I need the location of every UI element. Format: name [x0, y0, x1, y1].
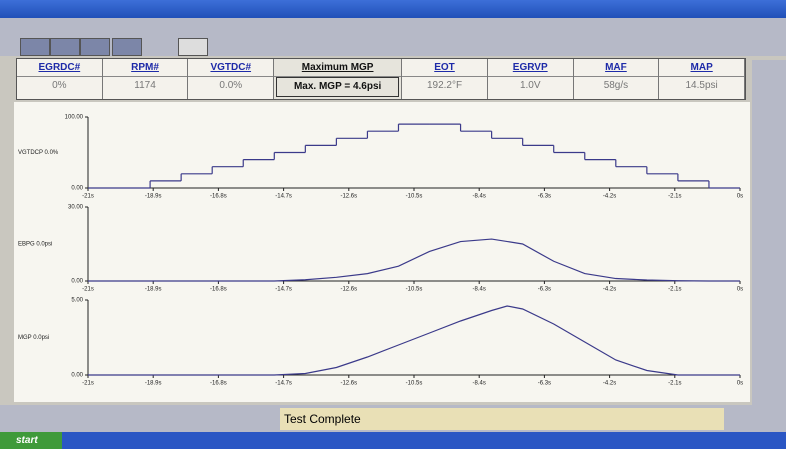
- series-label: MGP 0.0psi: [18, 335, 49, 341]
- parameter-value: 1.0V: [488, 77, 573, 95]
- y-tick-label: 30.00: [68, 205, 84, 211]
- side-panel: [752, 60, 786, 405]
- x-tick-label: -12.6s: [340, 381, 357, 387]
- x-tick-label: -8.4s: [473, 194, 486, 200]
- parameter-value: Max. MGP = 4.6psi: [276, 77, 399, 97]
- toolbar-button[interactable]: [50, 38, 80, 56]
- x-tick-label: -12.6s: [340, 287, 357, 293]
- x-tick-label: -6.3s: [538, 194, 551, 200]
- plot-area: 0.00 100.00 -21s -18.9s -16.8s -14.7s -12.6s -1…: [14, 102, 750, 402]
- series-label: VGTDCP 0.0%: [18, 150, 59, 156]
- y-tick-label: 0.00: [71, 373, 83, 379]
- toolbar-button[interactable]: [20, 38, 50, 56]
- charts: 0.00 100.00 -21s -18.9s -16.8s -14.7s -12.6s -1…: [14, 102, 750, 402]
- x-tick-label: -8.4s: [473, 287, 486, 293]
- taskbar: [0, 432, 786, 449]
- parameter-value: 0%: [17, 77, 102, 95]
- parameter-value: 58g/s: [574, 77, 659, 95]
- x-tick-label: -14.7s: [275, 287, 292, 293]
- x-tick-label: -21s: [82, 287, 94, 293]
- x-tick-label: -10.5s: [406, 287, 423, 293]
- y-tick-label: 0.00: [71, 186, 83, 192]
- x-tick-label: -8.4s: [473, 381, 486, 387]
- x-tick-label: -6.3s: [538, 287, 551, 293]
- title-bar: [0, 0, 786, 18]
- y-tick-label: 5.00: [71, 298, 83, 304]
- x-tick-label: -2.1s: [668, 381, 681, 387]
- parameter-label[interactable]: MAP: [659, 59, 744, 77]
- start-button[interactable]: start: [0, 432, 62, 449]
- x-tick-label: -14.7s: [275, 194, 292, 200]
- x-tick-label: 0s: [737, 287, 743, 293]
- toolbar-button[interactable]: [178, 38, 208, 56]
- parameter-label[interactable]: EGRDC#: [17, 59, 102, 77]
- parameter-label[interactable]: MAF: [574, 59, 659, 77]
- parameter-value: 14.5psi: [659, 77, 744, 95]
- parameter-label[interactable]: Maximum MGP: [274, 59, 401, 77]
- toolbar-button[interactable]: [80, 38, 110, 56]
- x-tick-label: -16.8s: [210, 287, 227, 293]
- x-tick-label: 0s: [737, 381, 743, 387]
- x-tick-label: -10.5s: [406, 381, 423, 387]
- parameter-label[interactable]: EOT: [402, 59, 487, 77]
- parameter-label[interactable]: VGTDC#: [188, 59, 273, 77]
- parameter-cell: VGTDC#0.0%: [188, 59, 274, 99]
- x-tick-label: -18.9s: [145, 381, 162, 387]
- series-line: [88, 239, 740, 281]
- x-tick-label: -2.1s: [668, 194, 681, 200]
- parameter-label[interactable]: EGRVP: [488, 59, 573, 77]
- parameter-value: 192.2°F: [402, 77, 487, 95]
- toolbar-button[interactable]: [112, 38, 142, 56]
- parameter-label[interactable]: RPM#: [103, 59, 188, 77]
- x-tick-label: -21s: [82, 194, 94, 200]
- parameter-cell: EGRDC#0%: [17, 59, 103, 99]
- x-tick-label: -6.3s: [538, 381, 551, 387]
- x-tick-label: -21s: [82, 381, 94, 387]
- parameter-value: 0.0%: [188, 77, 273, 95]
- x-tick-label: -16.8s: [210, 381, 227, 387]
- parameter-value: 1174: [103, 77, 188, 95]
- series-label: EBPG 0.0psi: [18, 242, 52, 248]
- x-tick-label: -18.9s: [145, 194, 162, 200]
- x-tick-label: -18.9s: [145, 287, 162, 293]
- app-window: EGRDC#0%RPM#1174VGTDC#0.0%Maximum MGPMax…: [0, 0, 786, 449]
- y-tick-label: 100.00: [65, 115, 84, 121]
- x-tick-label: -4.2s: [603, 287, 616, 293]
- y-tick-label: 0.00: [71, 279, 83, 285]
- x-tick-label: 0s: [737, 194, 743, 200]
- x-tick-label: -4.2s: [603, 194, 616, 200]
- x-tick-label: -4.2s: [603, 381, 616, 387]
- x-tick-label: -14.7s: [275, 381, 292, 387]
- x-tick-label: -10.5s: [406, 194, 423, 200]
- x-tick-label: -2.1s: [668, 287, 681, 293]
- x-tick-label: -16.8s: [210, 194, 227, 200]
- status-text: Test Complete: [280, 408, 724, 430]
- x-tick-label: -12.6s: [340, 194, 357, 200]
- series-line: [88, 306, 740, 375]
- parameter-cell: RPM#1174: [103, 59, 189, 99]
